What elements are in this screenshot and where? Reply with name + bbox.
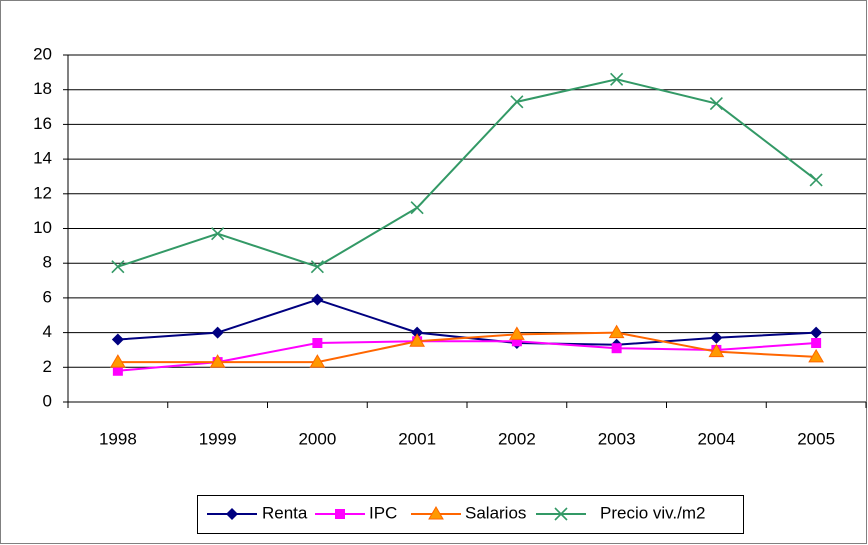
marker	[111, 260, 125, 274]
marker	[309, 354, 326, 368]
marker	[111, 333, 124, 346]
marker	[428, 506, 444, 520]
y-tick-label: 18	[33, 79, 52, 98]
legend-label: IPC	[369, 503, 397, 522]
x-tick-label: 2004	[697, 429, 735, 448]
x-tick-label: 2005	[797, 429, 835, 448]
marker	[808, 348, 824, 363]
marker	[110, 354, 126, 368]
marker	[708, 343, 725, 358]
marker	[509, 326, 525, 340]
legend-label: Salarios	[465, 503, 526, 522]
marker	[310, 260, 324, 274]
y-tick-label: 12	[33, 183, 52, 202]
y-tick-label: 16	[33, 114, 52, 133]
marker	[112, 365, 123, 376]
marker	[410, 201, 424, 215]
marker	[510, 95, 524, 109]
series-line	[117, 78, 817, 268]
x-tick-label: 2001	[398, 429, 436, 448]
y-tick-label: 14	[33, 149, 52, 168]
marker	[411, 326, 424, 339]
y-tick-label: 10	[33, 218, 52, 237]
marker	[409, 333, 425, 347]
x-tick-label: 2000	[298, 429, 336, 448]
marker	[709, 97, 723, 111]
series-line	[117, 340, 817, 372]
legend-label: Precio viv./m2	[600, 503, 706, 522]
marker	[610, 72, 624, 86]
marker	[810, 326, 823, 339]
marker	[511, 336, 522, 347]
y-tick-label: 0	[43, 391, 52, 410]
legend-label: Renta	[262, 503, 308, 522]
y-tick-label: 2	[43, 357, 52, 376]
marker	[608, 324, 625, 339]
marker	[311, 293, 324, 306]
y-tick-label: 8	[43, 253, 52, 272]
x-tick-label: 1998	[99, 429, 137, 448]
marker	[611, 343, 622, 354]
marker	[211, 227, 225, 241]
legend-box	[197, 495, 744, 534]
marker	[809, 173, 823, 187]
marker	[335, 509, 345, 519]
y-tick-label: 4	[43, 322, 52, 341]
marker	[312, 338, 323, 349]
marker	[211, 326, 224, 339]
y-tick-label: 6	[43, 287, 52, 306]
marker	[811, 338, 822, 349]
marker	[554, 507, 568, 521]
y-tick-label: 20	[33, 44, 52, 63]
x-tick-label: 2002	[498, 429, 536, 448]
marker	[710, 331, 723, 344]
x-tick-label: 2003	[598, 429, 636, 448]
x-tick-label: 1999	[199, 429, 237, 448]
series-line	[117, 331, 817, 364]
marker	[226, 508, 238, 520]
marker	[209, 354, 226, 368]
